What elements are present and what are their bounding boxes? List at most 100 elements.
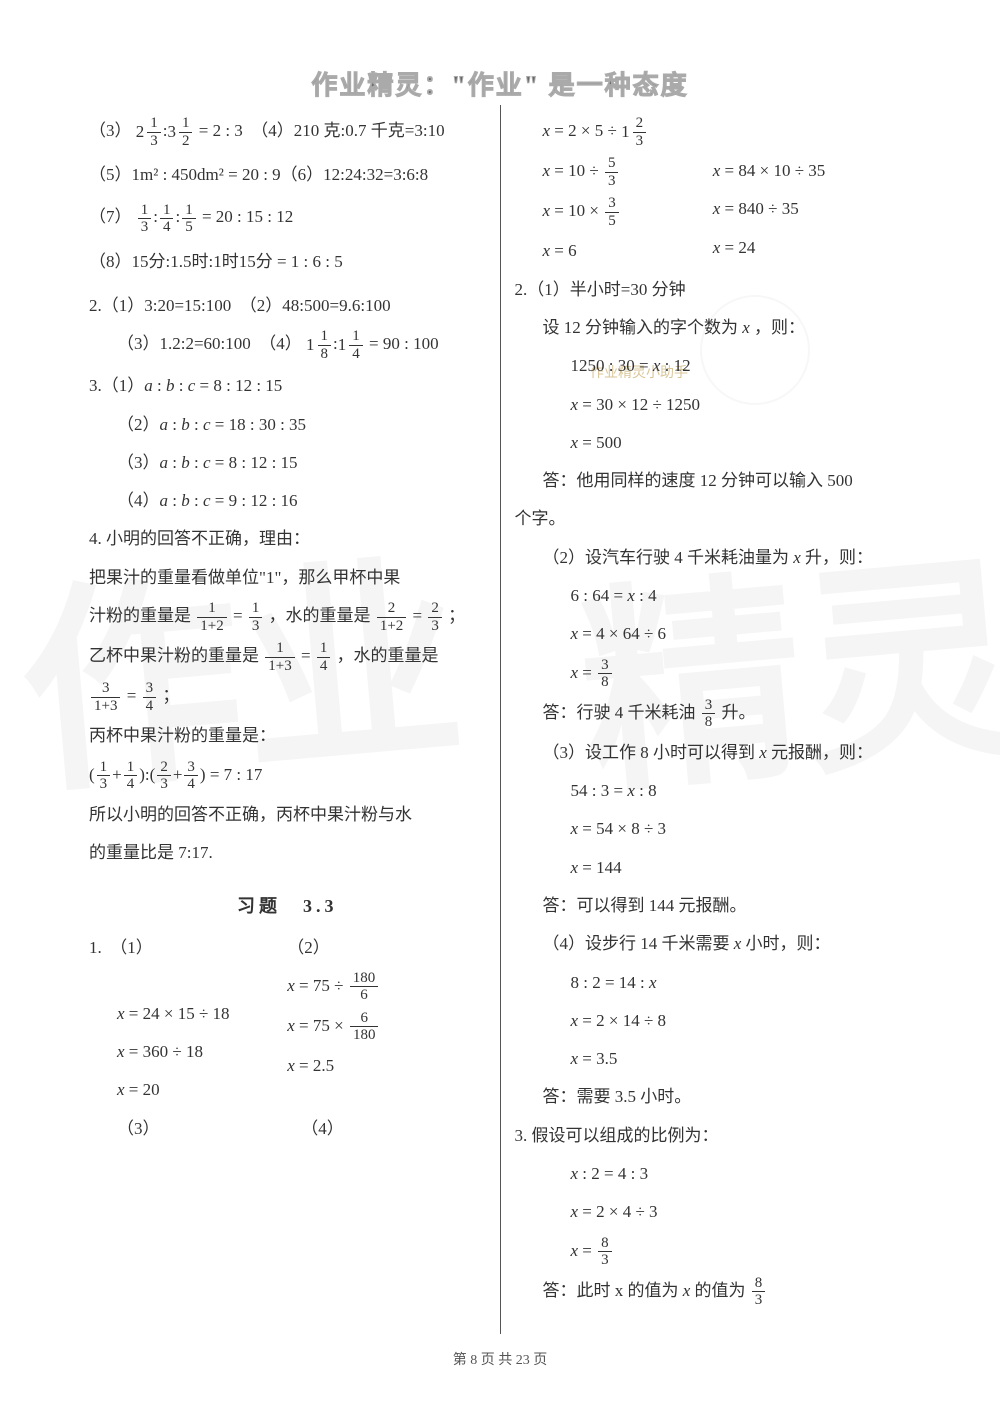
text: = 7 : 17 (210, 765, 263, 784)
text-line: （3）1.2:2=60:100 （4） 118:114 = 90 : 100 (89, 328, 486, 362)
fraction: 83 (598, 1235, 612, 1269)
text: ； (448, 606, 465, 625)
eq-line: x = 3.5 (515, 1043, 912, 1075)
column-left: （3） 213:312 = 2 : 3 （4）210 克:0.7 千克=3:10… (75, 105, 501, 1334)
footer-total: 23 (516, 1353, 530, 1368)
fraction: 34 (184, 759, 198, 793)
text-line: 2.（1）半小时=30 分钟 (515, 274, 912, 306)
text: （3）1.2:2=60:100 （4） (117, 334, 302, 353)
text-line: （3）设工作 8 小时可以得到 x 元报酬，则： (515, 737, 912, 769)
fraction: 31+3 (91, 680, 120, 714)
eq-line: x : 2 = 4 : 3 (515, 1158, 912, 1190)
text-line: 所以小明的回答不正确，丙杯中果汁粉与水 (89, 799, 486, 831)
text-line: 4. 小明的回答不正确，理由： (89, 523, 486, 555)
eq-line: 8 : 2 = 14 : x (515, 967, 912, 999)
eq-line: x = 4 × 64 ÷ 6 (515, 618, 912, 650)
eq-line: x = 2 × 14 ÷ 8 (515, 1005, 912, 1037)
text-line: 个字。 (515, 503, 912, 535)
mixed-fraction: 312 (167, 115, 194, 149)
text-line: 3.（1）a : b : c = 8 : 12 : 15 (89, 370, 486, 402)
fraction: 13 (97, 759, 111, 793)
eq-line: x = 500 (515, 427, 912, 459)
text-line: 答：可以得到 144 元报酬。 (515, 890, 912, 922)
text-line: （4） (301, 1113, 485, 1145)
text-line: 设 12 分钟输入的字个数为 x ，则： (515, 312, 912, 344)
row: 1. （1） （2） (89, 932, 486, 970)
text: 答：此时 x 的值为 (543, 1281, 679, 1300)
text: = 2 : 3 （4）210 克:0.7 千克=3:10 (199, 121, 445, 140)
text: 升。 (722, 703, 756, 722)
page-footer: 第 8 页 共 23 页 (0, 1349, 1000, 1369)
eq-line: 54 : 3 = x : 8 (515, 775, 912, 807)
eq-line: x = 75 ÷ 1806 (287, 970, 485, 1004)
text-line: 答：行驶 4 千米耗油 38 升。 (515, 697, 912, 731)
text-line: （4）设步行 14 千米需要 x 小时，则： (515, 928, 912, 960)
text-line: （2） (287, 932, 485, 964)
fraction: 11+3 (265, 640, 294, 674)
text-line: 把果汁的重量看做单位"1"，那么甲杯中果 (89, 562, 486, 594)
text: = 20 : 15 : 12 (202, 207, 293, 226)
text-line: （2）设汽车行驶 4 千米耗油量为 x 升，则： (515, 542, 912, 574)
footer-text: 第 (453, 1353, 471, 1368)
mixed-fraction: 114 (338, 328, 365, 362)
text: 汁粉的重量是 (89, 606, 191, 625)
text: 答：行驶 4 千米耗油 (543, 703, 696, 722)
text-line: （3） (89, 1113, 301, 1145)
text: ； (162, 686, 179, 705)
text: 乙杯中果汁粉的重量是 (89, 646, 259, 665)
eq-line: x = 20 (89, 1074, 287, 1106)
eq-line: x = 54 × 8 ÷ 3 (515, 813, 912, 845)
page-body: （3） 213:312 = 2 : 3 （4）210 克:0.7 千克=3:10… (75, 105, 925, 1334)
text-line: 的重量比是 7:17. (89, 837, 486, 869)
fraction: 11+2 (197, 600, 226, 634)
footer-text: 页 (530, 1353, 548, 1368)
eq-line: x = 75 × 6180 (287, 1010, 485, 1044)
eq-line: x = 38 (515, 657, 912, 691)
text-line: 31+3 = 34 ； (89, 680, 486, 714)
text-line: 2.（1）3:20=15:100 （2）48:500=9.6:100 (89, 290, 486, 322)
fraction: 14 (160, 202, 174, 236)
text: = 90 : 100 (369, 334, 439, 353)
text-line: 1. （1） (89, 932, 287, 964)
eq-line: x = 83 (515, 1235, 912, 1269)
eq-line: x = 10 ÷ 53 (515, 155, 713, 189)
text-line: 3. 假设可以组成的比例为： (515, 1120, 912, 1152)
text-line: （5）1m² : 450dm² = 20 : 9（6）12:24:32=3:6:… (89, 159, 486, 191)
text-line: 答：他用同样的速度 12 分钟可以输入 500 (515, 465, 912, 497)
eq-line: x = 84 × 10 ÷ 35 (713, 155, 911, 187)
eq-line: 6 : 64 = x : 4 (515, 580, 912, 612)
row: x = 24 × 15 ÷ 18 x = 360 ÷ 18 x = 20 x =… (89, 970, 486, 1113)
label: （7） (89, 207, 132, 226)
text-line: (13+14):(23+34) = 7 : 17 (89, 759, 486, 793)
row: （3） （4） (89, 1113, 486, 1151)
fraction: 53 (605, 155, 619, 189)
column-right: x = 2 × 5 ÷ 123 x = 10 ÷ 53 x = 10 × 35 … (501, 105, 926, 1334)
fraction: 13 (249, 600, 263, 634)
text: ，水的重量是 (337, 646, 439, 665)
text-line: 答：此时 x 的值为 x 的值为 83 (515, 1275, 912, 1309)
text-line: 丙杯中果汁粉的重量是： (89, 720, 486, 752)
fraction: 1806 (350, 970, 379, 1004)
eq-line: x = 2 × 5 ÷ 123 (515, 115, 713, 149)
fraction: 6180 (350, 1010, 379, 1044)
fraction: 23 (157, 759, 171, 793)
section-title: 习题 3.3 (89, 889, 486, 923)
text-line: （4）a : b : c = 9 : 12 : 16 (89, 485, 486, 517)
eq-line: x = 144 (515, 852, 912, 884)
fraction: 14 (124, 759, 138, 793)
fraction: 38 (598, 657, 612, 691)
eq-line: x = 24 × 15 ÷ 18 (89, 998, 287, 1030)
eq-line: x = 6 (515, 235, 713, 267)
mixed-fraction: 213 (136, 115, 163, 149)
label: （3） (89, 121, 132, 140)
mixed-fraction: 118 (306, 328, 333, 362)
row: x = 2 × 5 ÷ 123 x = 10 ÷ 53 x = 10 × 35 … (515, 115, 912, 274)
eq-line: x = 24 (713, 232, 911, 264)
footer-text: 页 共 (477, 1353, 516, 1368)
fraction: 38 (702, 697, 716, 731)
eq-line: x = 30 × 12 ÷ 1250 (515, 389, 912, 421)
eq-line: x = 840 ÷ 35 (713, 193, 911, 225)
page-header: 作业精灵："作业" 是一种态度 (0, 0, 1000, 102)
fraction: 21+2 (377, 600, 406, 634)
text-line: （3）a : b : c = 8 : 12 : 15 (89, 447, 486, 479)
